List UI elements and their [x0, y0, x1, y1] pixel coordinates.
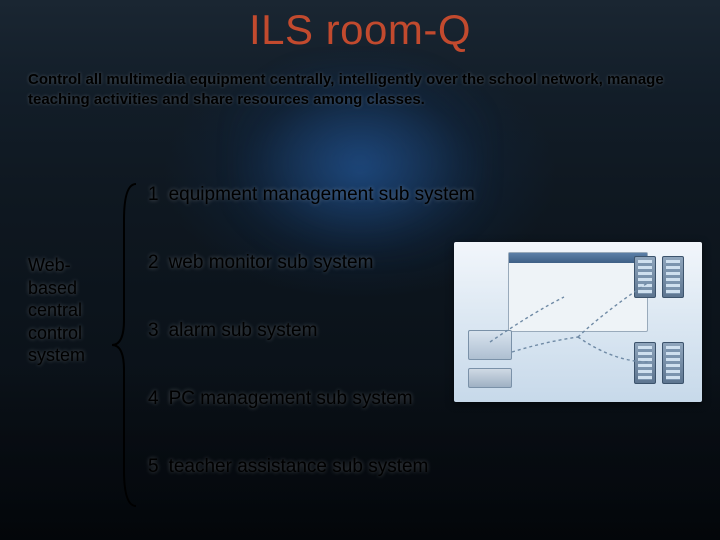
list-item-label: alarm sub system — [169, 320, 318, 341]
list-item-label: PC management sub system — [169, 388, 413, 409]
list-item-number: 5 — [148, 456, 159, 477]
list-item-number: 1 — [148, 184, 159, 205]
list-item-number: 4 — [148, 388, 159, 409]
network-illustration — [454, 242, 702, 402]
list-item-label: equipment management sub system — [169, 184, 475, 205]
list-item: 3 alarm sub system — [148, 320, 488, 342]
list-item: 1 equipment management sub system — [148, 184, 488, 206]
list-item-label: web monitor sub system — [169, 252, 374, 273]
slide-title: ILS room-Q — [0, 6, 720, 54]
slide-subtitle: Control all multimedia equipment central… — [28, 70, 692, 111]
list-item-number: 3 — [148, 320, 159, 341]
list-item-label: teacher assistance sub system — [169, 456, 429, 477]
list-item: 2 web monitor sub system — [148, 252, 488, 274]
illus-connection-lines — [454, 242, 702, 402]
curly-brace-icon — [110, 180, 138, 510]
list-item: 4 PC management sub system — [148, 388, 488, 410]
list-item-number: 2 — [148, 252, 159, 273]
subsystem-list: 1 equipment management sub system 2 web mo… — [148, 184, 488, 524]
left-group-label: Web-based central control system — [28, 254, 108, 367]
list-item: 5 teacher assistance sub system — [148, 456, 488, 478]
